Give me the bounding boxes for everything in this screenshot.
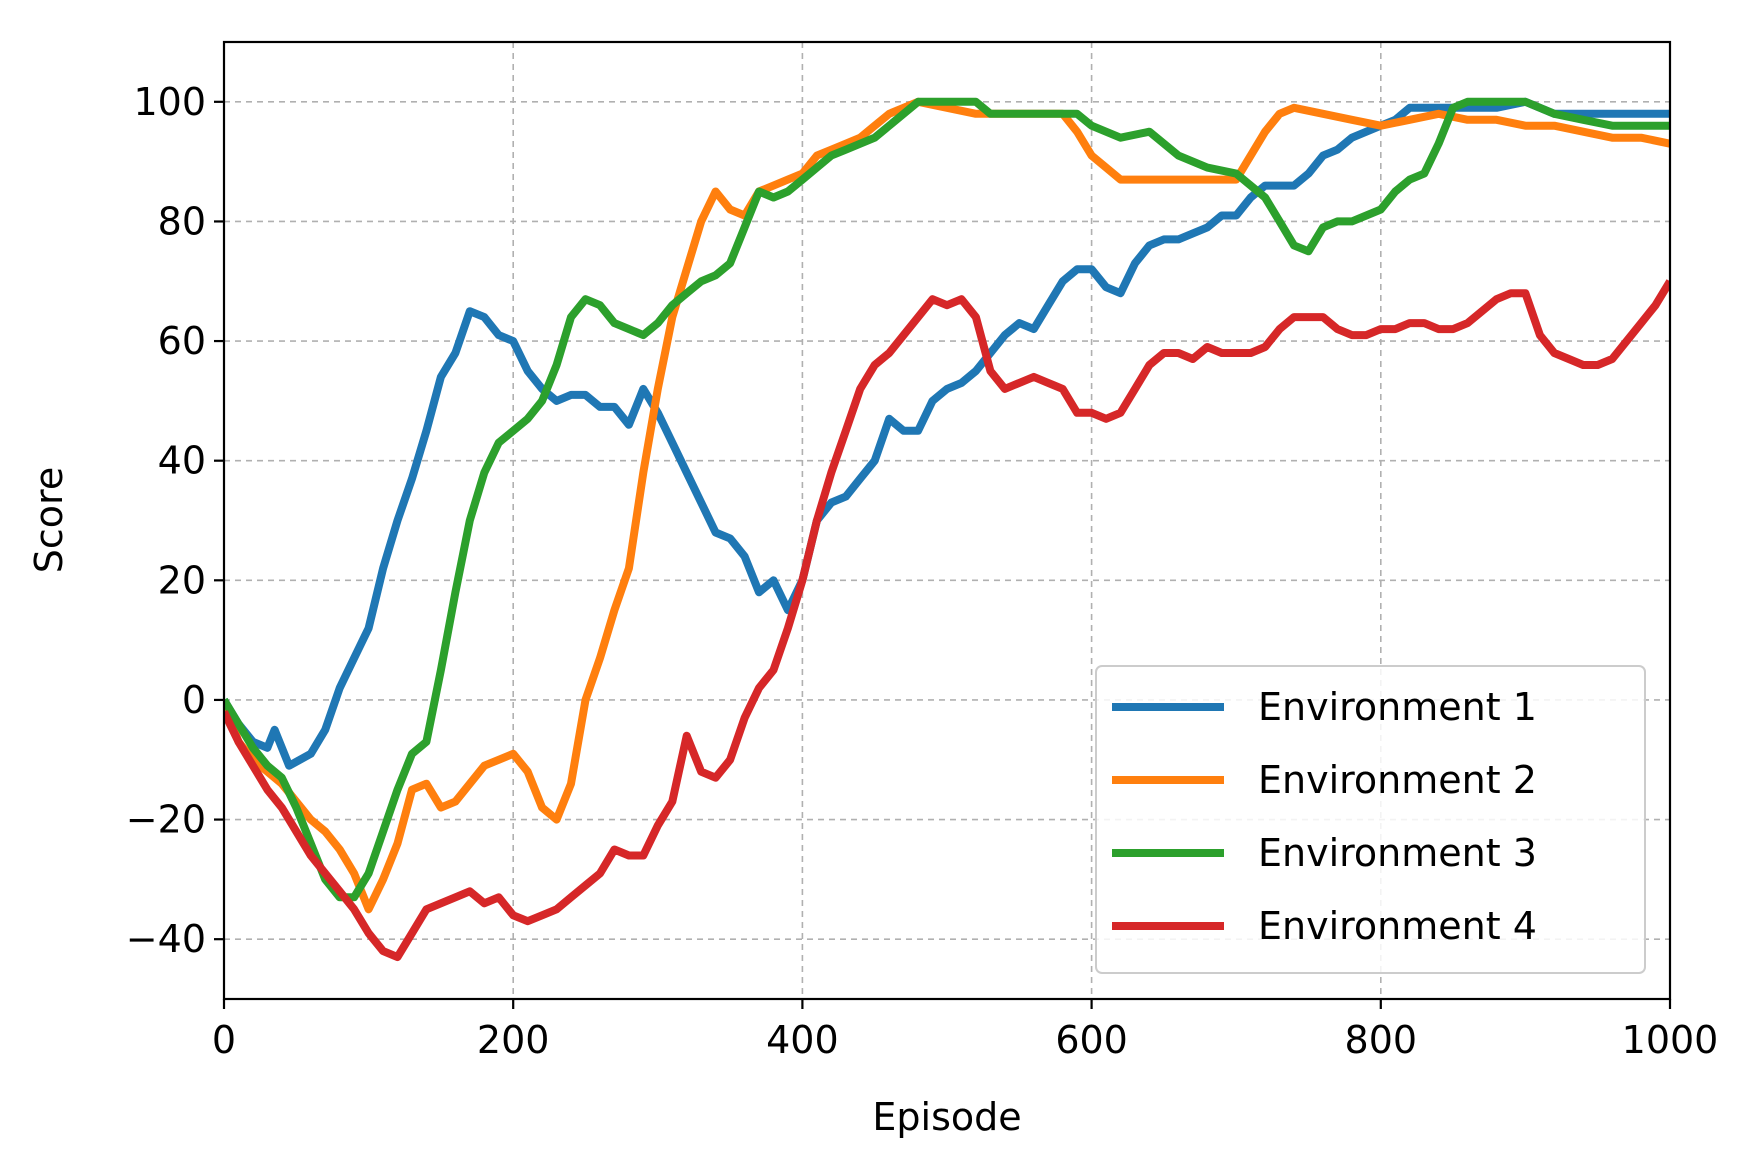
x-tick-label: 800 (1345, 1018, 1418, 1062)
y-tick-label: −20 (126, 798, 206, 842)
x-tick-label: 400 (766, 1018, 839, 1062)
series-line-environment-3 (224, 97, 1670, 902)
legend-label: Environment 3 (1258, 831, 1537, 875)
x-tick-label: 1000 (1622, 1018, 1719, 1062)
y-tick-label: 80 (158, 199, 206, 243)
series-line-environment-4 (224, 279, 1670, 962)
x-tick-label: 600 (1055, 1018, 1128, 1062)
legend: Environment 1 Environment 2 Environment 3 E… (1095, 665, 1646, 974)
y-tick-label: 0 (182, 678, 206, 722)
y-tick-label: 40 (158, 439, 206, 483)
series-layer (224, 97, 1670, 962)
legend-label: Environment 2 (1258, 758, 1537, 802)
y-tick-label: 20 (158, 558, 206, 602)
tick-layer: 0 200 400 600 800 1000 −40 −20 0 20 40 60 80 100 (126, 80, 1719, 1062)
y-axis-label: Score (27, 467, 71, 573)
legend-box (1095, 665, 1646, 974)
y-tick-label: 100 (133, 80, 206, 124)
plot-frame (222, 40, 1672, 1001)
x-tick-label: 0 (212, 1018, 236, 1062)
y-tick-label: 60 (158, 319, 206, 363)
legend-label: Environment 4 (1258, 904, 1537, 948)
y-tick-label: −40 (126, 917, 206, 961)
x-tick-label: 200 (477, 1018, 550, 1062)
series-line-environment-1 (224, 97, 1670, 770)
x-axis-label: Episode (872, 1095, 1021, 1139)
series-line-environment-2 (224, 97, 1670, 914)
legend-label: Environment 1 (1258, 685, 1537, 729)
